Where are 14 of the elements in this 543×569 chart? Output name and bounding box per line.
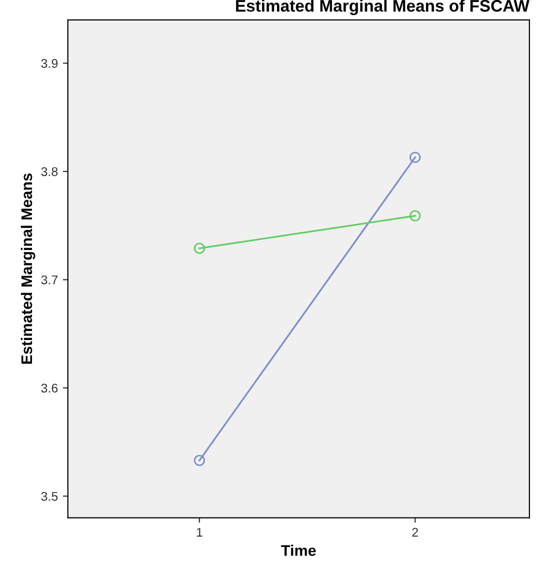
y-tick-label: 3.7 <box>41 275 58 284</box>
y-axis-title: Estimated Marginal Means <box>20 174 36 364</box>
y-tick-label: 3.8 <box>41 167 58 176</box>
x-axis-title: Time <box>281 544 316 556</box>
y-tick-label: 3.9 <box>41 59 58 68</box>
x-tick-label: 2 <box>412 528 418 537</box>
chart-title: Estimated Marginal Means of FSCAW <box>236 0 530 16</box>
x-tick-label: 1 <box>196 528 202 537</box>
point <box>194 454 205 466</box>
point <box>194 242 205 254</box>
y-tick-label: 3.6 <box>41 384 58 393</box>
y-tick-label: 3.5 <box>41 492 58 501</box>
point <box>410 210 421 222</box>
point <box>410 152 421 163</box>
